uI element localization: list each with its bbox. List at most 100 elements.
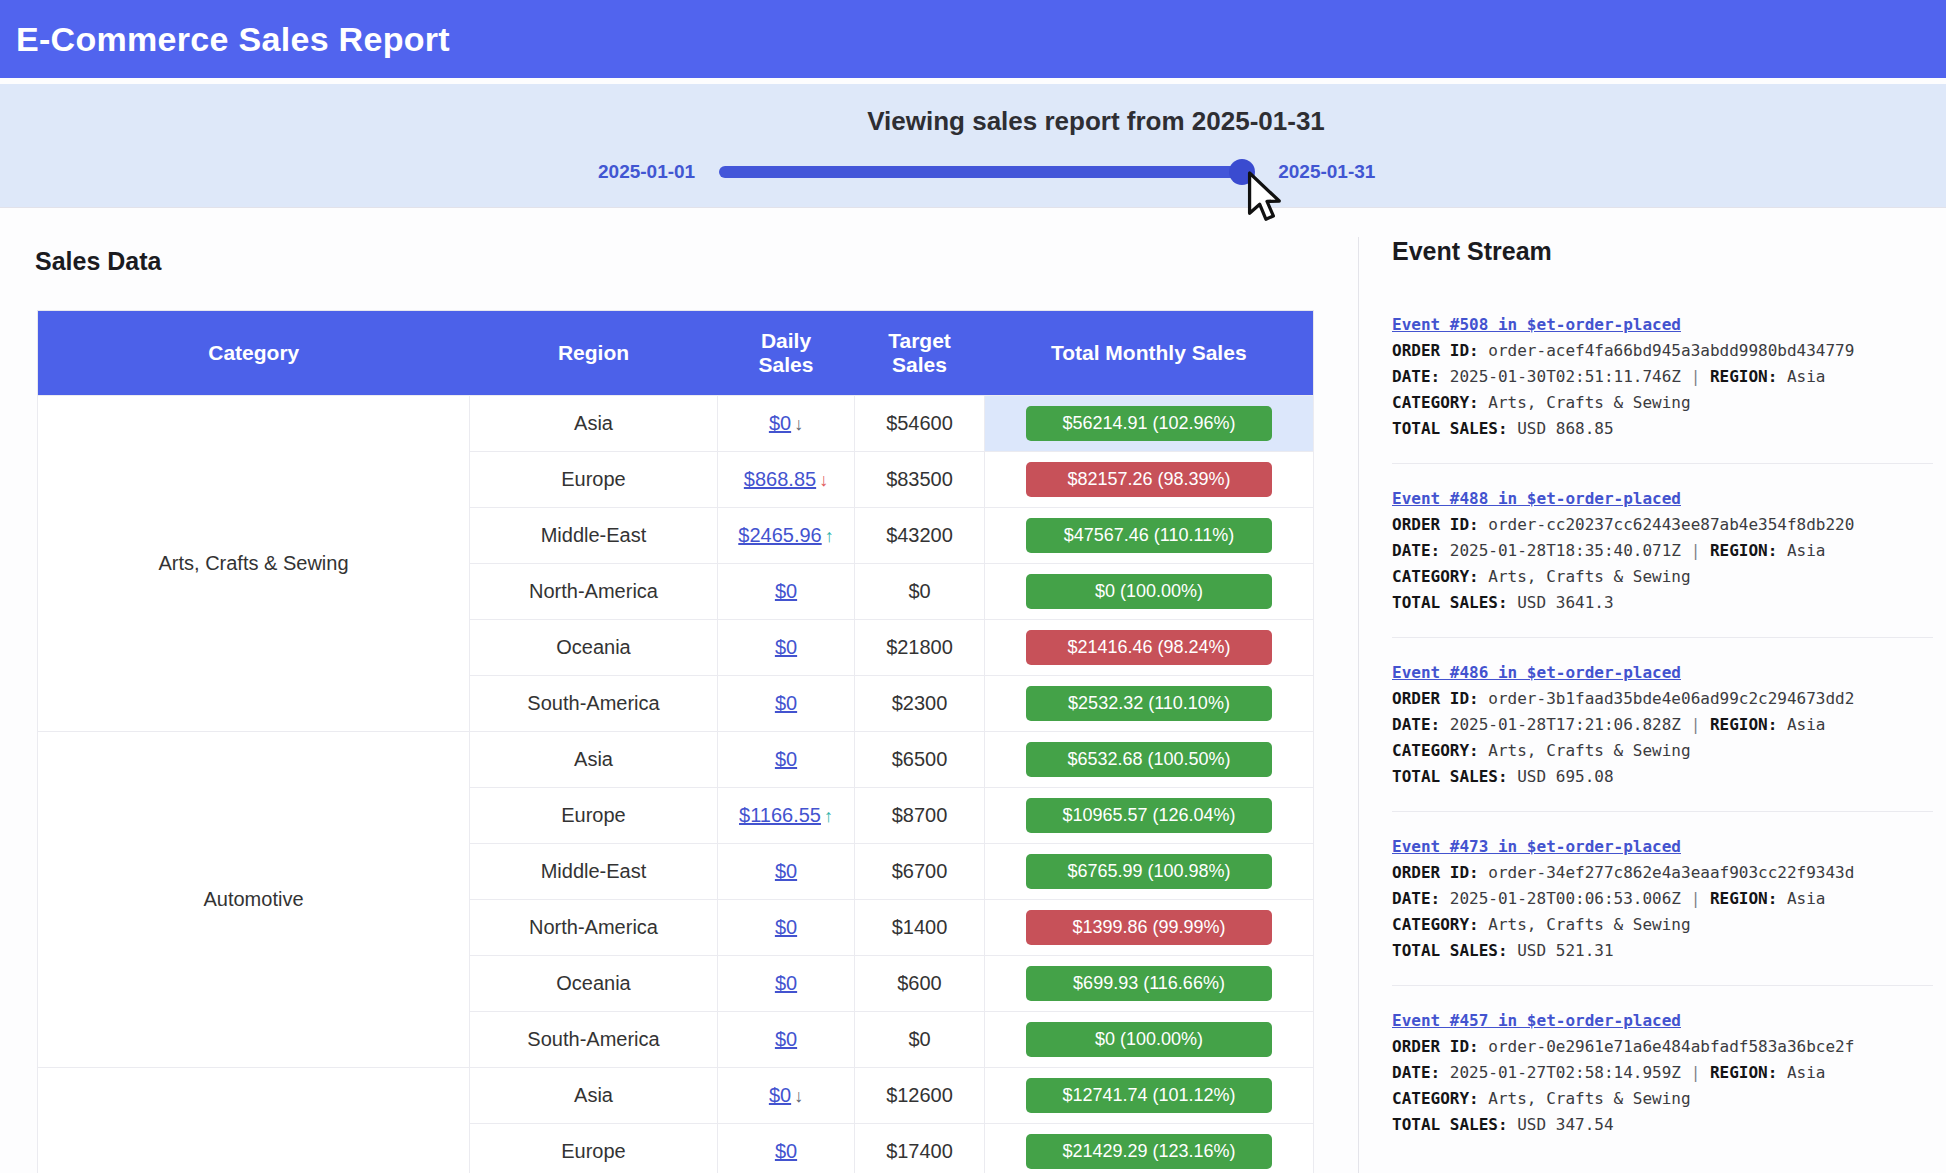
total-sales-cell: $2532.32 (110.10%) [985, 676, 1314, 732]
slider-min-label: 2025-01-01 [598, 161, 695, 183]
total-sales-cell: $1399.86 (99.99%) [985, 900, 1314, 956]
sales-data-heading: Sales Data [35, 247, 161, 276]
daily-sales-link[interactable]: $0 [775, 636, 797, 658]
region-cell: Asia [470, 1068, 718, 1124]
order-id-label: ORDER ID: [1392, 515, 1479, 534]
total-sales-cell: $82157.26 (98.39%) [985, 452, 1314, 508]
region-value: Asia [1777, 367, 1825, 386]
total-sales-badge: $21429.29 (123.16%) [1026, 1134, 1272, 1169]
event-stream-heading: Event Stream [1392, 237, 1933, 266]
target-sales-cell: $83500 [855, 452, 985, 508]
total-sales-cell: $0 (100.00%) [985, 1012, 1314, 1068]
sales-table-body: Arts, Crafts & SewingAsia$0↓$54600$56214… [38, 396, 1314, 1173]
daily-sales-link[interactable]: $0 [775, 972, 797, 994]
total-sales-badge: $699.93 (116.66%) [1026, 966, 1272, 1001]
category-value: Arts, Crafts & Sewing [1479, 915, 1691, 934]
col-header-category: Category [38, 311, 470, 396]
trend-down-icon: ↓ [819, 470, 828, 490]
target-sales-cell: $0 [855, 564, 985, 620]
daily-sales-link[interactable]: $0 [769, 1084, 791, 1106]
col-header-total-monthly-sales: Total Monthly Sales [985, 311, 1314, 396]
daily-sales-link[interactable]: $0 [775, 860, 797, 882]
event-link[interactable]: Event #508 in $et-order-placed [1392, 315, 1681, 334]
date-slider-track[interactable] [719, 166, 1254, 178]
target-sales-cell: $0 [855, 1012, 985, 1068]
daily-sales-cell: $1166.55↑ [718, 788, 855, 844]
total-sales-badge: $0 (100.00%) [1026, 574, 1272, 609]
region-cell: South-America [470, 1012, 718, 1068]
order-id-value: order-cc20237cc62443ee87ab4e354f8db220 [1479, 515, 1855, 534]
region-label: REGION: [1700, 889, 1777, 908]
total-sales-label: TOTAL SALES: [1392, 419, 1508, 438]
daily-sales-cell: $0↓ [718, 396, 855, 452]
order-id-label: ORDER ID: [1392, 1037, 1479, 1056]
total-sales-cell: $6532.68 (100.50%) [985, 732, 1314, 788]
total-sales-badge: $56214.91 (102.96%) [1026, 406, 1272, 441]
target-sales-cell: $600 [855, 956, 985, 1012]
trend-down-icon: ↓ [794, 1086, 803, 1106]
total-sales-value: USD 347.54 [1508, 1115, 1614, 1134]
category-value: Arts, Crafts & Sewing [1479, 1089, 1691, 1108]
pipe-separator: | [1691, 367, 1701, 386]
category-cell: Automotive [38, 732, 470, 1068]
date-value: 2025-01-30T02:51:11.746Z [1440, 367, 1690, 386]
event-link[interactable]: Event #457 in $et-order-placed [1392, 1011, 1681, 1030]
region-cell: South-America [470, 676, 718, 732]
event-item: Event #488 in $et-order-placedORDER ID: … [1392, 464, 1933, 638]
page-title: E-Commerce Sales Report [16, 20, 450, 59]
daily-sales-link[interactable]: $868.85 [744, 468, 816, 490]
daily-sales-link[interactable]: $0 [775, 916, 797, 938]
order-id-label: ORDER ID: [1392, 863, 1479, 882]
total-sales-badge: $10965.57 (126.04%) [1026, 798, 1272, 833]
event-link[interactable]: Event #486 in $et-order-placed [1392, 663, 1681, 682]
total-sales-cell: $47567.46 (110.11%) [985, 508, 1314, 564]
daily-sales-link[interactable]: $0 [775, 748, 797, 770]
daily-sales-link[interactable]: $0 [775, 1140, 797, 1162]
total-sales-label: TOTAL SALES: [1392, 1115, 1508, 1134]
date-label: DATE: [1392, 541, 1440, 560]
trend-up-icon: ↑ [825, 526, 834, 546]
event-link[interactable]: Event #473 in $et-order-placed [1392, 837, 1681, 856]
event-link[interactable]: Event #488 in $et-order-placed [1392, 489, 1681, 508]
date-value: 2025-01-27T02:58:14.959Z [1440, 1063, 1690, 1082]
col-header-region: Region [470, 311, 718, 396]
total-sales-cell: $10965.57 (126.04%) [985, 788, 1314, 844]
daily-sales-link[interactable]: $0 [769, 412, 791, 434]
total-sales-label: TOTAL SALES: [1392, 767, 1508, 786]
region-cell: Asia [470, 732, 718, 788]
order-id-label: ORDER ID: [1392, 689, 1479, 708]
category-label: CATEGORY: [1392, 567, 1479, 586]
total-sales-value: USD 868.85 [1508, 419, 1614, 438]
daily-sales-cell: $0 [718, 1124, 855, 1173]
total-sales-badge: $21416.46 (98.24%) [1026, 630, 1272, 665]
daily-sales-cell: $0 [718, 956, 855, 1012]
region-cell: Middle-East [470, 508, 718, 564]
region-cell: Europe [470, 788, 718, 844]
event-item: Event #486 in $et-order-placedORDER ID: … [1392, 638, 1933, 812]
daily-sales-cell: $868.85↓ [718, 452, 855, 508]
daily-sales-cell: $0↓ [718, 1068, 855, 1124]
total-sales-cell: $699.93 (116.66%) [985, 956, 1314, 1012]
pipe-separator: | [1691, 889, 1701, 908]
date-slider-section: Viewing sales report from 2025-01-31 202… [0, 84, 1946, 208]
daily-sales-link[interactable]: $0 [775, 692, 797, 714]
daily-sales-link[interactable]: $0 [775, 1028, 797, 1050]
event-stream-panel: Event Stream Event #508 in $et-order-pla… [1358, 237, 1933, 1173]
daily-sales-link[interactable]: $1166.55 [739, 804, 821, 826]
total-sales-badge: $6532.68 (100.50%) [1026, 742, 1272, 777]
region-label: REGION: [1700, 541, 1777, 560]
total-sales-value: USD 695.08 [1508, 767, 1614, 786]
total-sales-badge: $2532.32 (110.10%) [1026, 686, 1272, 721]
col-header-daily-sales: Daily Sales [718, 311, 855, 396]
daily-sales-cell: $0 [718, 564, 855, 620]
daily-sales-link[interactable]: $0 [775, 580, 797, 602]
event-item: Event #473 in $et-order-placedORDER ID: … [1392, 812, 1933, 986]
target-sales-cell: $12600 [855, 1068, 985, 1124]
target-sales-cell: $6500 [855, 732, 985, 788]
mouse-cursor-icon [1240, 170, 1286, 228]
target-sales-cell: $2300 [855, 676, 985, 732]
daily-sales-cell: $0 [718, 676, 855, 732]
daily-sales-link[interactable]: $2465.96 [738, 524, 821, 546]
daily-sales-cell: $2465.96↑ [718, 508, 855, 564]
total-sales-label: TOTAL SALES: [1392, 593, 1508, 612]
